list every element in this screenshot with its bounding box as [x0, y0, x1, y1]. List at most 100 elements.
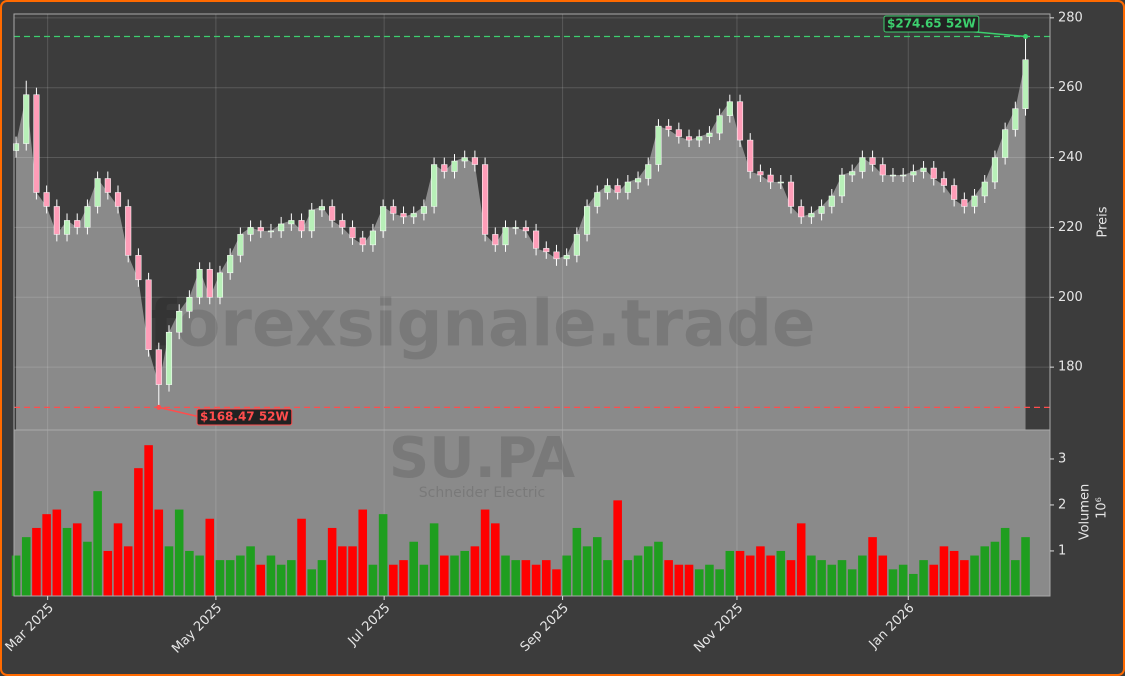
volume-bar [756, 546, 765, 596]
candle-body [900, 174, 907, 177]
volume-bar [236, 555, 245, 596]
volume-bar [174, 509, 184, 596]
volume-bar [93, 491, 102, 596]
candle-body [594, 192, 601, 207]
volume-bar [776, 550, 786, 596]
volume-bar [205, 518, 215, 596]
candle-body [339, 220, 346, 228]
candle-body [522, 227, 529, 232]
volume-bar [603, 560, 612, 596]
candle-body [685, 136, 693, 141]
volume-bar [807, 555, 816, 596]
candle-body [267, 230, 275, 233]
candle-body [23, 94, 30, 144]
volume-bar [858, 555, 867, 596]
candle-body [145, 279, 152, 350]
volume-bar [919, 560, 928, 596]
volume-bar [562, 555, 571, 596]
volume-bar [684, 564, 694, 596]
candle-body [94, 178, 101, 207]
volume-bar [460, 550, 469, 596]
volume-bar [276, 564, 286, 596]
volume-bar [297, 518, 306, 596]
candle-body [879, 164, 886, 176]
volume-bar [419, 564, 429, 596]
y-tick-label: 180 [1058, 360, 1083, 375]
volume-bar [195, 555, 204, 596]
volume-bar [164, 546, 174, 596]
volume-bar [72, 523, 82, 596]
candle-body [634, 178, 642, 183]
volume-bar [715, 569, 724, 596]
volume-bar [327, 527, 337, 596]
candle-body [441, 164, 448, 172]
y-tick-label: 240 [1058, 150, 1083, 165]
volume-bar [552, 569, 561, 596]
y-tick-label: 260 [1058, 80, 1083, 95]
candle-body [359, 237, 366, 246]
level-label: $168.47 52W [200, 410, 289, 424]
candle-body [451, 160, 458, 172]
candle-body [288, 220, 295, 225]
candle-body [869, 157, 876, 165]
y-tick-label: 200 [1058, 290, 1083, 305]
y-tick-label: 280 [1058, 10, 1083, 25]
close-area [16, 59, 1026, 431]
volume-bar [399, 560, 408, 596]
candle-body [655, 125, 662, 165]
volume-bar [929, 564, 939, 596]
volume-bar [501, 555, 510, 596]
candle-body [951, 185, 958, 200]
candle-body [400, 213, 407, 218]
candle-body [135, 255, 142, 281]
volume-bar [225, 560, 235, 596]
candle-body [369, 230, 376, 246]
candle-body [838, 174, 846, 197]
candle-body [910, 171, 917, 176]
volume-bar [531, 564, 541, 596]
y2-axis-unit: 10⁶ [1095, 497, 1110, 519]
volume-bar [541, 560, 551, 596]
candle-body [991, 157, 998, 183]
candle-body [482, 164, 489, 235]
candle-body [573, 234, 580, 256]
volume-bar [185, 550, 194, 596]
candle-body [12, 143, 20, 151]
candle-body [757, 171, 764, 176]
candle-body [828, 195, 835, 207]
volume-bar [847, 569, 857, 596]
candle-body [104, 178, 111, 193]
watermark-company: Schneider Electric [419, 485, 545, 501]
volume-bar [766, 555, 775, 596]
volume-bar [307, 569, 317, 596]
volume-bar [735, 550, 745, 596]
volume-bar [338, 546, 347, 596]
candle-body [308, 209, 315, 232]
volume-bar [1021, 537, 1030, 596]
volume-bar [368, 564, 378, 596]
candle-body [298, 220, 305, 232]
volume-bar [654, 541, 663, 596]
candle-body [1012, 108, 1019, 130]
volume-bar [154, 509, 164, 596]
volume-bar [970, 555, 979, 596]
volume-bar [694, 569, 704, 596]
candle-body [53, 206, 60, 235]
volume-bar [949, 550, 959, 596]
volume-bar [450, 555, 459, 596]
candle-body [981, 181, 988, 197]
volume-bar [817, 560, 826, 596]
candle-body [196, 269, 203, 298]
candle-body [889, 174, 897, 177]
candle-body [777, 181, 784, 184]
candle-body [227, 255, 234, 274]
volume-bar [909, 573, 918, 596]
volume-bar [582, 546, 592, 596]
y-tick-label: 220 [1058, 220, 1083, 235]
candle-body [808, 213, 815, 218]
watermark: forexsignale.trade [149, 288, 816, 362]
candle-body [186, 297, 193, 312]
candle-body [696, 136, 703, 141]
volume-bar [256, 564, 266, 596]
volume-bar [32, 527, 41, 596]
